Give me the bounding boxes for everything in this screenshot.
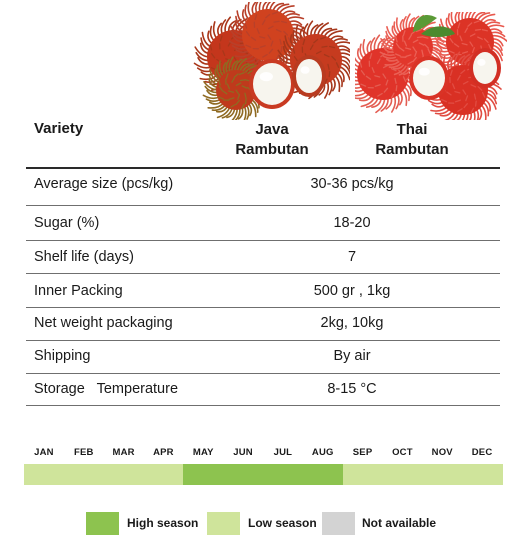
table-divider: [26, 240, 500, 241]
season-cell-oct: [382, 464, 423, 485]
table-row: Shipping By air: [26, 342, 500, 372]
row-value: 500 gr , 1kg: [313, 283, 391, 299]
month-label-oct: OCT: [392, 447, 413, 458]
month-label-feb: FEB: [73, 447, 94, 458]
not-available-swatch: [322, 512, 355, 535]
table-divider: [26, 167, 500, 169]
season-cell-feb: [63, 464, 105, 485]
row-value: 8-15 °C: [327, 381, 377, 397]
table-divider: [26, 307, 500, 308]
table-row: Net weight packaging 2kg, 10kg: [26, 309, 500, 339]
month-label-dec: DEC: [471, 447, 493, 458]
table-row: Average size (pcs/kg) 30-36 pcs/kg: [26, 170, 500, 200]
table-row: Shelf life (days) 7: [26, 243, 500, 273]
row-value: 2kg, 10kg: [320, 315, 384, 331]
thai-heading-line1: Thai: [396, 121, 428, 138]
table-divider: [26, 205, 500, 206]
thai-rambutan-icon: [343, 4, 508, 129]
row-label: Sugar (%): [34, 215, 100, 231]
month-label-jul: JUL: [273, 447, 293, 458]
row-label: Storage Temperature: [34, 381, 179, 397]
low-season-swatch: [207, 512, 240, 535]
row-value: By air: [333, 348, 371, 364]
season-cell-jul: [263, 464, 304, 485]
high-season-label: High season: [127, 516, 199, 530]
high-season-swatch: [86, 512, 119, 535]
row-label: Inner Packing: [34, 283, 123, 299]
season-bar: [24, 464, 503, 485]
table-divider: [26, 273, 500, 274]
thai-rambutan-heading: Thai Rambutan: [357, 120, 467, 160]
not-available-label: Not available: [362, 516, 437, 530]
season-cell-dec: [462, 464, 503, 485]
row-label: Shipping: [34, 348, 91, 364]
season-cell-may: [183, 464, 224, 485]
java-rambutan-icon: [193, 0, 356, 124]
row-value: 30-36 pcs/kg: [310, 176, 394, 192]
month-label-apr: APR: [153, 447, 174, 458]
table-divider: [26, 373, 500, 374]
java-rambutan-heading: Java Rambutan: [217, 120, 327, 160]
row-value: 7: [347, 249, 357, 265]
table-header: Variety Java Rambutan Thai Rambutan: [26, 118, 500, 166]
row-label: Net weight packaging: [34, 315, 173, 331]
row-label: Shelf life (days): [34, 249, 134, 265]
season-cell-aug: [302, 464, 344, 485]
season-cell-jun: [223, 464, 264, 485]
thai-rambutan-image: [343, 4, 508, 129]
thai-heading-line2: Rambutan: [375, 141, 449, 158]
variety-heading: Variety: [34, 120, 84, 137]
row-label: Average size (pcs/kg): [34, 176, 174, 192]
java-heading-line1: Java: [255, 121, 289, 138]
month-label-jun: JUN: [233, 447, 253, 458]
table-divider: [26, 405, 500, 406]
row-value: 18-20: [333, 215, 371, 231]
java-heading-line2: Rambutan: [235, 141, 309, 158]
table-row: Inner Packing 500 gr , 1kg: [26, 277, 500, 307]
month-label-may: MAY: [192, 447, 214, 458]
season-cell-apr: [143, 464, 184, 485]
month-label-mar: MAR: [112, 447, 135, 458]
season-cell-sep: [342, 464, 384, 485]
season-cell-nov: [422, 464, 463, 485]
table-divider: [26, 340, 500, 341]
month-label-sep: SEP: [352, 447, 373, 458]
table-row: Storage Temperature 8-15 °C: [26, 375, 500, 405]
month-label-jan: JAN: [34, 447, 54, 458]
season-month-labels: JAN FEB MAR APR MAY JUN JUL AUG SEP OCT NOV DEC: [24, 447, 502, 461]
month-label-nov: NOV: [431, 447, 453, 458]
month-label-aug: AUG: [311, 447, 334, 458]
season-cell-jan: [24, 464, 65, 485]
java-rambutan-image: [188, 0, 356, 124]
low-season-label: Low season: [248, 516, 317, 530]
season-legend: High season Low season Not available: [86, 512, 456, 536]
season-cell-mar: [103, 464, 145, 485]
table-row: Sugar (%) 18-20: [26, 209, 500, 239]
